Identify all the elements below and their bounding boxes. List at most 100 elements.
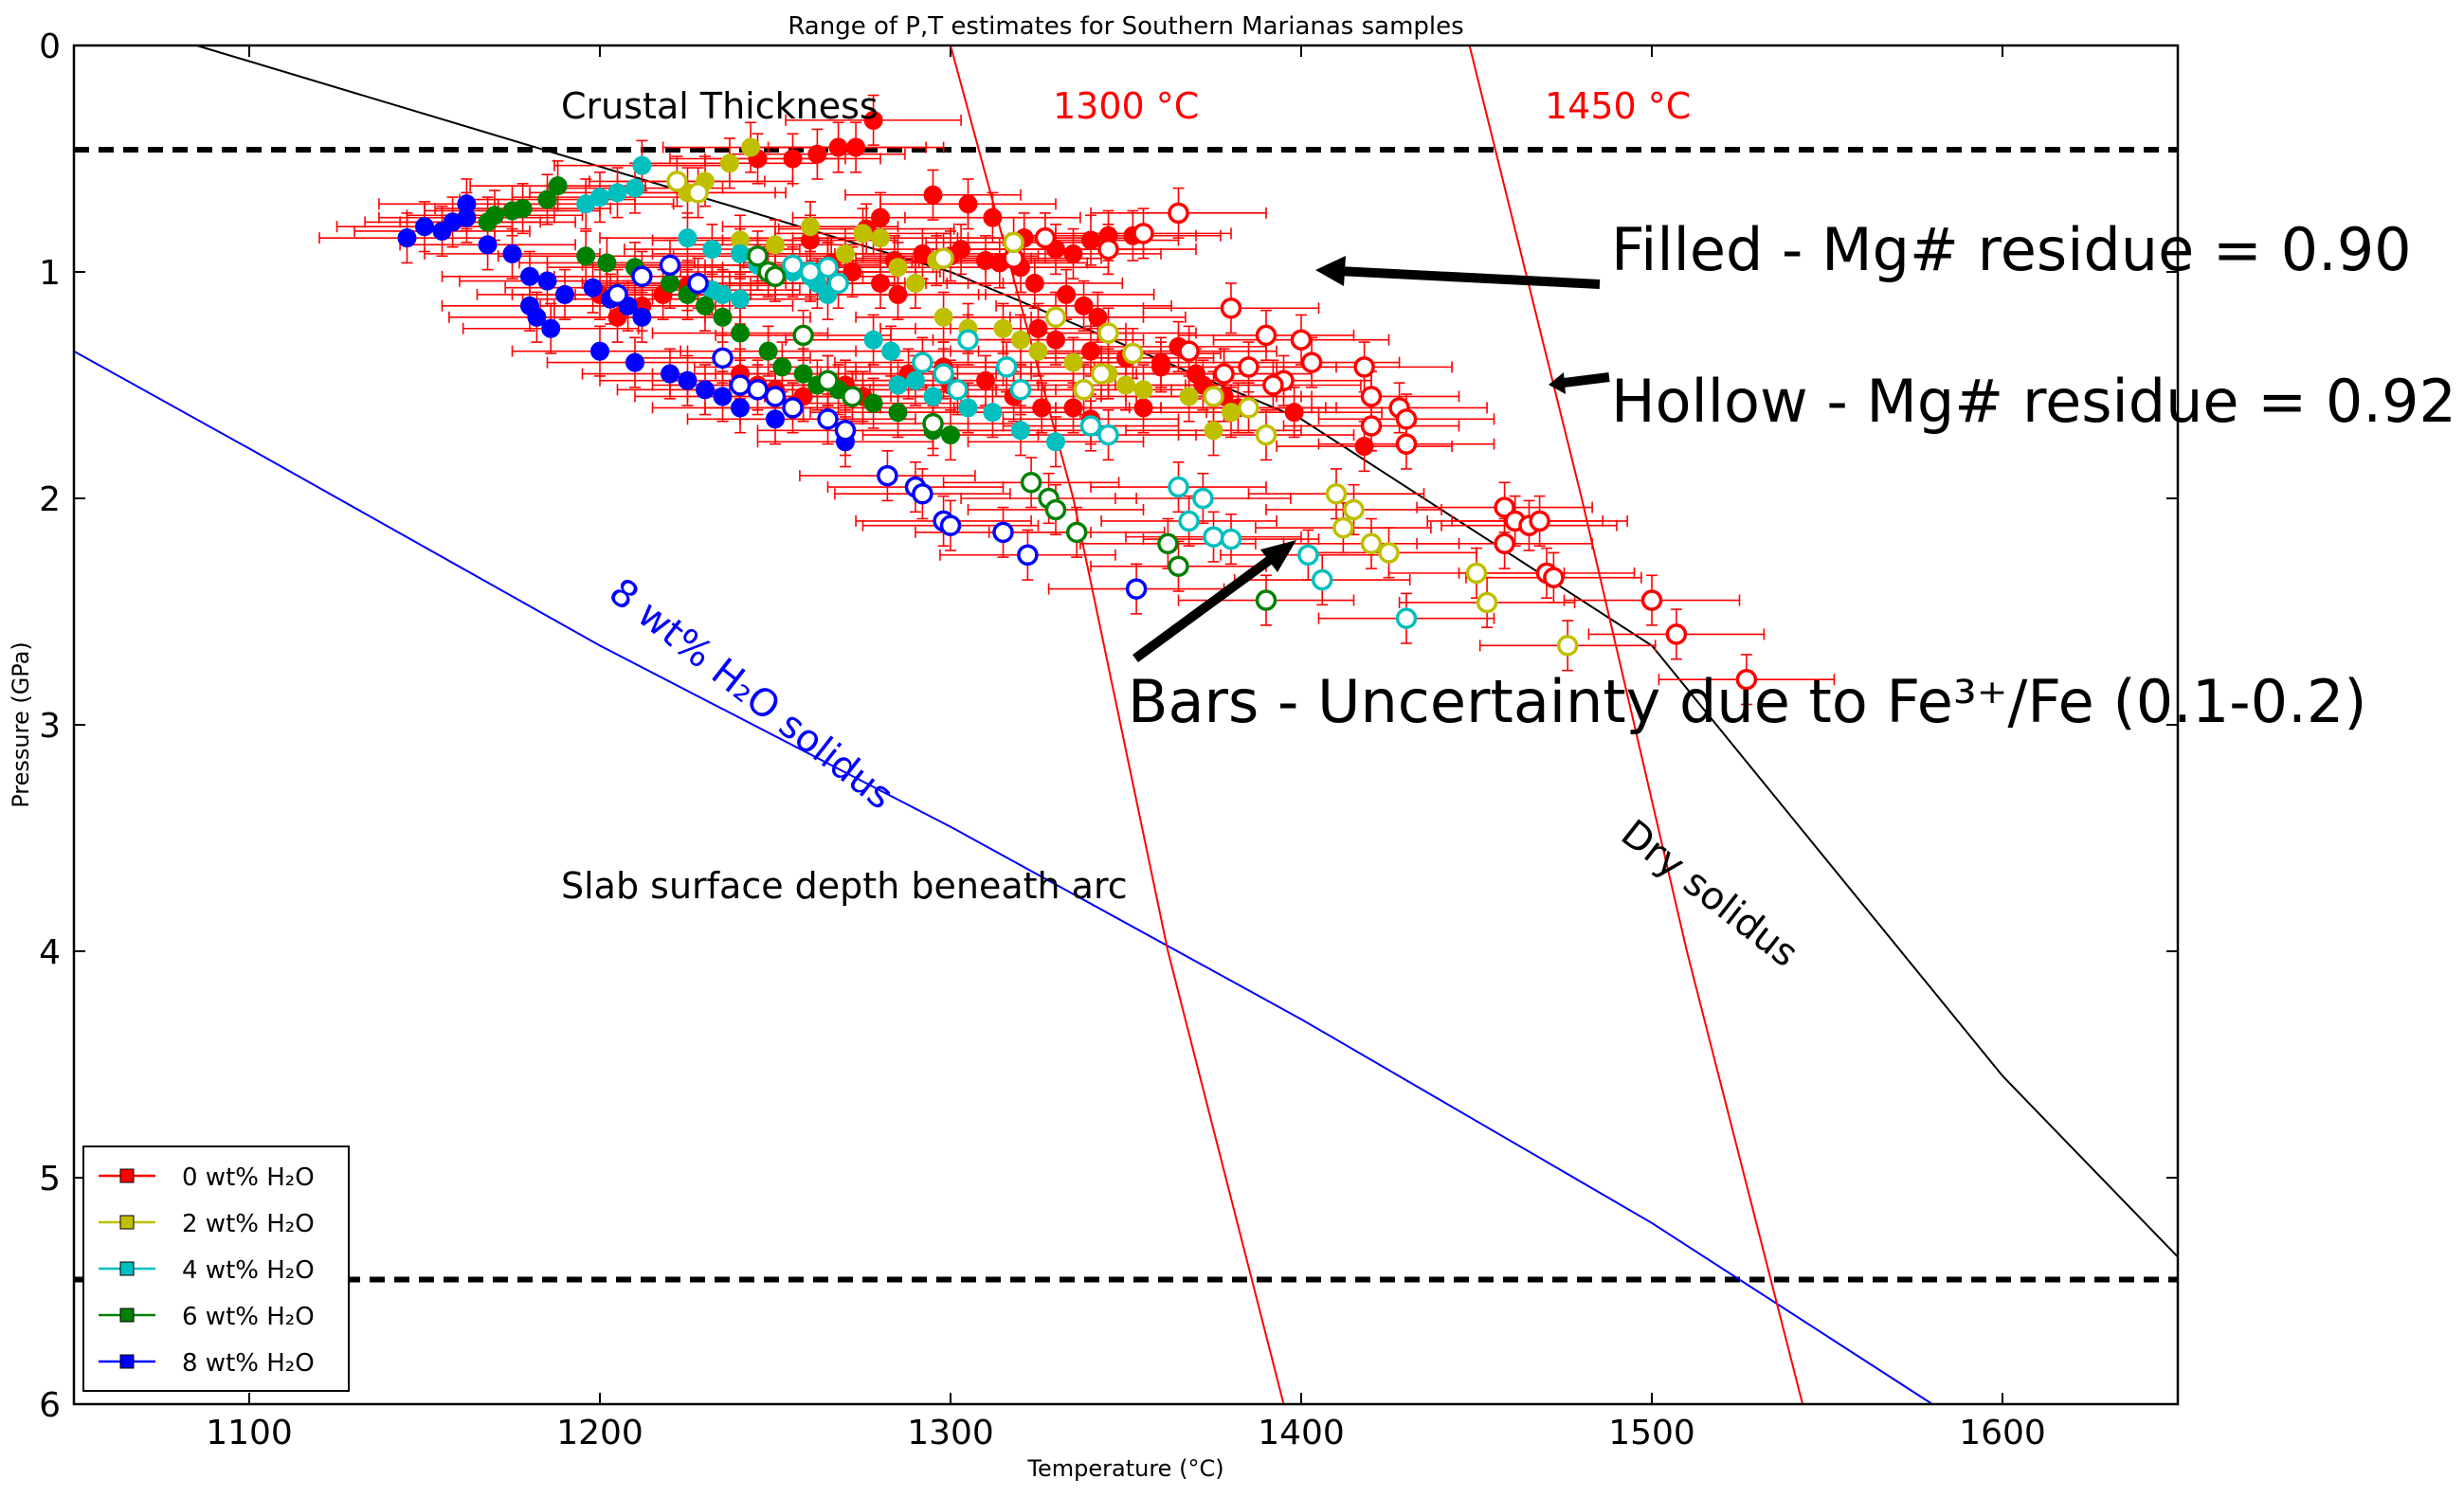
wet_solidus_8wt-line bbox=[74, 350, 1933, 1404]
series-0-filled-point bbox=[871, 273, 890, 293]
series-4-hollow-point bbox=[764, 386, 787, 407]
series-0-filled-point bbox=[1284, 403, 1304, 423]
chart-title: Range of P,T estimates for Southern Mari… bbox=[788, 12, 1463, 41]
series-0-hollow-point bbox=[1300, 352, 1323, 373]
series-4-hollow-point bbox=[912, 482, 933, 505]
series-4-hollow-point bbox=[992, 521, 1014, 544]
series-3-filled-point bbox=[548, 176, 568, 196]
series-3-filled-point bbox=[597, 253, 617, 273]
series-0-hollow-point bbox=[1665, 623, 1688, 645]
crustal-thickness-label: Crustal Thickness bbox=[561, 85, 879, 127]
series-0-filled-point bbox=[1024, 273, 1044, 293]
series-0-hollow-point bbox=[1168, 202, 1189, 225]
series-4-filled-point bbox=[632, 307, 652, 327]
series-0-hollow-point bbox=[1395, 433, 1418, 455]
series-4-filled-point bbox=[527, 307, 547, 327]
series-2-filled-point bbox=[881, 341, 901, 361]
series-3-filled-point bbox=[696, 296, 715, 316]
series-1-filled-point bbox=[1028, 341, 1048, 361]
series-0-hollow-point bbox=[1395, 408, 1418, 430]
legend-label-1: 2 wt% H₂O bbox=[182, 1210, 315, 1238]
series-0-hollow-point bbox=[1220, 297, 1242, 319]
series-2-hollow-point bbox=[1203, 526, 1224, 548]
series-4-hollow-point bbox=[817, 408, 839, 430]
series-4-filled-point bbox=[713, 387, 733, 406]
series-1-filled-point bbox=[933, 307, 953, 327]
series-3-filled-point bbox=[772, 357, 792, 377]
adiabat-1300-label: 1300 °C bbox=[1053, 85, 1199, 127]
series-0-hollow-point bbox=[1735, 668, 1758, 691]
series-2-hollow-point bbox=[1220, 528, 1242, 550]
x-tick-label: 1400 bbox=[1258, 1414, 1345, 1452]
series-0-filled-point bbox=[871, 207, 890, 227]
series-3-filled-point bbox=[478, 212, 498, 232]
series-1-hollow-point bbox=[1476, 591, 1498, 614]
series-3-filled-point bbox=[713, 307, 733, 327]
series-0-hollow-point bbox=[1360, 415, 1383, 437]
y-tick-label: 5 bbox=[39, 1160, 61, 1199]
axes: 1100 1200 1300 1400 1500 1600 0 1 2 3 4 5 6 bbox=[39, 27, 2178, 1452]
series-1-filled-point bbox=[1222, 403, 1241, 423]
y-axis-label: Pressure (GPa) bbox=[8, 641, 34, 808]
series-1-filled-point bbox=[1204, 421, 1223, 441]
arrow-filled-note bbox=[1315, 256, 1601, 289]
series-1-hollow-point bbox=[1378, 542, 1400, 564]
slab-depth-label: Slab surface depth beneath arc bbox=[561, 865, 1128, 907]
series-0-hollow-point bbox=[1213, 363, 1235, 385]
series-0-filled-point bbox=[1081, 230, 1100, 250]
series-0-hollow-point bbox=[1640, 589, 1663, 611]
series-4-filled-point bbox=[537, 271, 557, 291]
series-4-hollow-point bbox=[712, 347, 734, 370]
series-4-filled-point bbox=[696, 380, 715, 400]
series-0-hollow-point bbox=[1494, 532, 1515, 555]
series-1-filled-point bbox=[888, 258, 908, 278]
series-1-hollow-point bbox=[1073, 379, 1095, 401]
series-4-hollow-point bbox=[939, 514, 962, 536]
series-0-filled-point bbox=[1133, 398, 1153, 418]
series-0-filled-point bbox=[1074, 296, 1094, 316]
series-1-hollow-point bbox=[666, 171, 688, 192]
series-0-hollow-point bbox=[1097, 238, 1119, 261]
y-tick-label: 0 bbox=[39, 27, 61, 66]
series-0-hollow-point bbox=[1360, 386, 1383, 407]
series-1-filled-point bbox=[1179, 387, 1199, 406]
series-2-hollow-point bbox=[957, 329, 979, 351]
series-0-filled-point bbox=[1063, 243, 1083, 263]
wet-solidus-label: 8 wt% H₂O solidus bbox=[601, 570, 901, 819]
y-tick-label: 4 bbox=[39, 933, 61, 972]
data-points bbox=[397, 110, 1758, 691]
arrow-bars-note bbox=[1132, 540, 1296, 663]
series-0-filled-point bbox=[1032, 398, 1052, 418]
series-4-hollow-point bbox=[607, 283, 628, 306]
series-0-filled-point bbox=[958, 194, 978, 214]
series-3-filled-point bbox=[661, 273, 679, 293]
series-2-filled-point bbox=[958, 398, 978, 418]
series-2-filled-point bbox=[731, 289, 750, 309]
series-0-hollow-point bbox=[1255, 324, 1277, 347]
series-3-hollow-point bbox=[792, 324, 814, 347]
series-1-hollow-point bbox=[1238, 397, 1259, 419]
series-2-hollow-point bbox=[1192, 487, 1214, 510]
series-2-hollow-point bbox=[817, 256, 839, 279]
series-2-filled-point bbox=[1011, 421, 1030, 441]
series-1-filled-point bbox=[1011, 330, 1030, 350]
series-3-hollow-point bbox=[1065, 521, 1088, 544]
series-0-hollow-point bbox=[1529, 510, 1550, 532]
series-0-hollow-point bbox=[1543, 567, 1565, 588]
series-1-hollow-point bbox=[1556, 635, 1579, 657]
series-0-filled-point bbox=[1028, 318, 1048, 338]
y-tick-label: 2 bbox=[39, 480, 61, 519]
series-0-filled-point bbox=[1046, 330, 1065, 350]
series-2-filled-point bbox=[731, 243, 750, 263]
x-tick-label: 1100 bbox=[206, 1414, 293, 1452]
series-2-filled-point bbox=[625, 178, 644, 198]
series-1-filled-point bbox=[1116, 375, 1135, 395]
series-4-hollow-point bbox=[729, 374, 752, 396]
series-3-filled-point bbox=[513, 199, 533, 219]
series-0-hollow-point bbox=[1494, 496, 1515, 518]
series-0-filled-point bbox=[1081, 341, 1100, 361]
series-3-filled-point bbox=[758, 341, 778, 361]
dry-solidus-label: Dry solidus bbox=[1613, 812, 1806, 976]
series-1-filled-point bbox=[871, 228, 890, 248]
series-2-filled-point bbox=[863, 330, 883, 350]
